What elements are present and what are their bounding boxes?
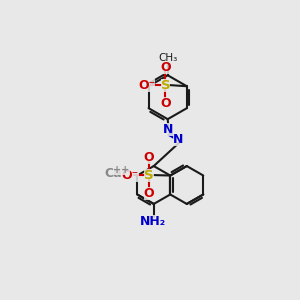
Text: O: O — [144, 151, 154, 164]
Text: CH₃: CH₃ — [158, 53, 177, 63]
Text: N: N — [163, 123, 174, 136]
Text: NH₂: NH₂ — [140, 215, 166, 229]
Text: O: O — [160, 61, 171, 74]
Text: S: S — [144, 169, 154, 182]
Text: S: S — [160, 79, 170, 92]
Text: Ca: Ca — [104, 167, 122, 180]
Text: O: O — [160, 97, 171, 110]
Text: N: N — [172, 134, 183, 146]
Text: O⁻: O⁻ — [138, 79, 155, 92]
Text: O: O — [144, 187, 154, 200]
Text: O⁻: O⁻ — [122, 169, 139, 182]
Text: ++: ++ — [113, 165, 130, 175]
